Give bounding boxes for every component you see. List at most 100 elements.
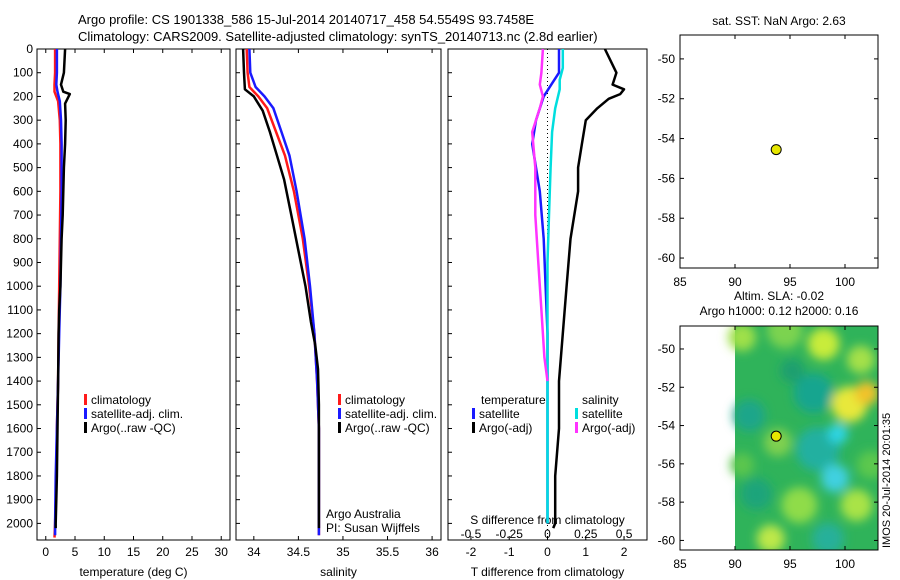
difference-axis-tick-label: 2 xyxy=(621,545,628,559)
sla-map-lon-tick-label: 100 xyxy=(835,557,855,571)
temperature-legend-item-swatch xyxy=(84,408,87,419)
series-line-argo-raw-qc xyxy=(54,48,72,529)
sst-map-title: sat. SST: NaN Argo: 2.63 xyxy=(712,14,846,28)
difference-legend-temperature-argo-swatch xyxy=(472,422,475,433)
temperature-legend-item-swatch xyxy=(84,394,87,405)
salinity-difference-tick-label: -0.5 xyxy=(461,527,482,541)
salinity-legend-item-label: climatology xyxy=(345,393,405,407)
salinity-difference-tick-label: -0.25 xyxy=(496,527,524,541)
series-line-satellite-adj-clim xyxy=(248,48,321,536)
argo-float-position-marker-sla xyxy=(770,430,782,442)
temperature-axis-tick-label: 10 xyxy=(98,545,112,559)
figure-title-line2: Climatology: CARS2009. Satellite-adjuste… xyxy=(78,29,598,44)
sst-map-lon-tick-label: 95 xyxy=(783,275,797,289)
depth-tick-label: 1000 xyxy=(6,279,33,293)
temperature-legend-item-swatch xyxy=(84,422,87,433)
series-line-argo-raw-qc xyxy=(241,48,321,529)
depth-tick-label: 600 xyxy=(13,184,33,198)
sla-field-anomaly xyxy=(840,489,873,522)
sla-field-anomaly xyxy=(733,399,766,432)
temperature-axis-tick-label: 0 xyxy=(42,545,49,559)
temperature-legend-item-label: Argo(..raw -QC) xyxy=(91,421,176,435)
salinity-axis-tick-label: 34.5 xyxy=(287,545,311,559)
sla-field-anomaly xyxy=(781,487,818,524)
salinity-legend-item-swatch xyxy=(338,394,341,405)
sla-field-anomaly xyxy=(856,450,878,479)
temperature-axis-tick-label: 25 xyxy=(185,545,199,559)
difference-axis-tick-label: 0 xyxy=(544,545,551,559)
sla-map-lat-tick-label: -50 xyxy=(658,342,676,356)
temperature-axis-tick-label: 30 xyxy=(215,545,229,559)
sla-field-anomaly xyxy=(793,373,834,414)
sst-map-lat-tick-label: -60 xyxy=(658,251,676,265)
sla-field-anomaly xyxy=(740,478,773,510)
sla-map-frame xyxy=(679,325,879,551)
salinity-panel-frame xyxy=(235,48,442,541)
sla-map-lat-tick-label: -56 xyxy=(658,457,676,471)
salinity-legend-item-swatch xyxy=(338,422,341,433)
sla-field-group xyxy=(728,326,878,550)
depth-tick-label: 1200 xyxy=(6,327,33,341)
difference-legend-salinity-satellite-label: satellite xyxy=(582,407,623,421)
sla-field-anomaly xyxy=(767,326,804,349)
depth-tick-label: 400 xyxy=(13,137,33,151)
sla-map-lon-tick-label: 95 xyxy=(783,557,797,571)
salinity-legend-item-label: satellite-adj. clim. xyxy=(345,407,437,421)
depth-tick-label: 1300 xyxy=(6,350,33,364)
salinity-axis-tick-label: 36 xyxy=(425,545,439,559)
difference-legend-title-salinity: salinity xyxy=(582,393,619,407)
depth-tick-label: 1100 xyxy=(7,303,33,317)
sla-field-anomaly xyxy=(807,327,840,360)
series-line-temperature-argo-adj xyxy=(552,48,626,529)
depth-tick-label: 1600 xyxy=(6,422,33,436)
salinity-legend-item-label: Argo(..raw -QC) xyxy=(345,421,430,435)
sla-map-title-line1: Altim. SLA: -0.02 xyxy=(734,289,824,303)
salinity-legend-item-swatch xyxy=(338,408,341,419)
depth-tick-label: 800 xyxy=(13,232,33,246)
sst-map-lon-tick-label: 85 xyxy=(673,275,687,289)
sla-map-lat-tick-label: -52 xyxy=(658,380,676,394)
depth-tick-label: 1700 xyxy=(6,445,33,459)
depth-tick-label: 1400 xyxy=(6,374,33,388)
salinity-axis-tick-label: 35 xyxy=(336,545,350,559)
sla-field-anomaly xyxy=(854,381,878,406)
salinity-difference-tick-label: 0 xyxy=(544,527,551,541)
depth-tick-label: 1800 xyxy=(6,469,33,483)
difference-legend-salinity-argo-swatch xyxy=(575,422,578,433)
imos-timestamp-label: IMOS 20-Jul-2014 20:01:35 xyxy=(881,412,893,548)
difference-legend-temperature-satellite-label: satellite xyxy=(479,407,520,421)
sla-field-anomaly xyxy=(811,522,844,550)
depth-tick-label: 100 xyxy=(13,66,33,80)
depth-tick-label: 1500 xyxy=(6,398,33,412)
depth-tick-label: 0 xyxy=(26,42,33,56)
sst-map-lat-tick-label: -54 xyxy=(658,132,676,146)
temperature-legend-item-label: satellite-adj. clim. xyxy=(91,407,183,421)
sla-field-anomaly xyxy=(821,464,850,493)
sla-map-title-line2: Argo h1000: 0.12 h2000: 0.16 xyxy=(700,304,859,318)
difference-axis-tick-label: 1 xyxy=(582,545,589,559)
sst-map-lat-tick-label: -58 xyxy=(658,211,676,225)
salinity-axis-tick-label: 34 xyxy=(247,545,261,559)
sla-field-anomaly xyxy=(846,345,875,374)
sla-field-anomaly xyxy=(728,326,757,352)
sla-map-lat-tick-label: -58 xyxy=(658,495,676,509)
depth-tick-label: 900 xyxy=(13,255,33,269)
sst-map-lon-tick-label: 90 xyxy=(728,275,742,289)
temperature-axis-tick-label: 5 xyxy=(72,545,79,559)
sst-map-lon-tick-label: 100 xyxy=(835,275,855,289)
difference-legend-temperature-satellite-swatch xyxy=(472,408,475,419)
operator-annotation: Argo Australia xyxy=(326,507,401,521)
salinity-axis-label: salinity xyxy=(320,565,357,579)
difference-axis-tick-label: -2 xyxy=(466,545,477,559)
figure-title-line1: Argo profile: CS 1901338_586 15-Jul-2014… xyxy=(78,12,535,27)
difference-legend-temperature-argo-label: Argo(-adj) xyxy=(479,421,532,435)
difference-legend-title-temperature: temperature xyxy=(481,393,546,407)
sla-field-anomaly xyxy=(780,358,805,383)
depth-tick-label: 300 xyxy=(13,113,33,127)
temperature-legend-item-label: climatology xyxy=(91,393,151,407)
depth-tick-label: 200 xyxy=(13,89,33,103)
depth-tick-label: 1900 xyxy=(6,493,33,507)
series-line-climatology xyxy=(245,48,321,536)
sla-field-anomaly xyxy=(756,524,785,550)
